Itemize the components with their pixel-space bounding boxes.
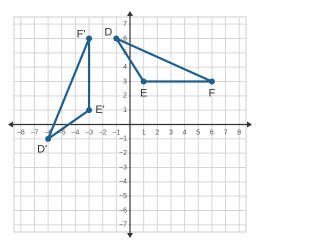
x-tick-label: −5 (58, 129, 66, 136)
y-tick-label: 2 (123, 93, 127, 100)
y-tick-label: −3 (119, 164, 127, 171)
y-tick-label: 6 (123, 35, 127, 42)
vertex (86, 107, 93, 114)
y-tick-label: 1 (123, 107, 127, 114)
vertex (86, 35, 93, 42)
x-tick-label: 5 (196, 129, 200, 136)
vertex-label: E (140, 87, 147, 99)
y-tick-label: −1 (119, 136, 127, 143)
chart: −8 −7 −6 −5 −4 −3 −2 −1 1 2 3 4 5 6 7 8 −7 −6 −5 −4 −3 −2 −1 1 2… (0, 0, 301, 242)
y-tick-label: −6 (119, 207, 127, 214)
y-tick-label: 7 (123, 21, 127, 28)
x-tick-label: 3 (169, 129, 173, 136)
x-tick-label: −4 (71, 129, 79, 136)
vertex-label: F (209, 87, 216, 99)
vertex-label: D (104, 26, 112, 38)
x-tick-label: −7 (30, 129, 38, 136)
x-tick-label: 2 (155, 129, 159, 136)
x-tick-label: −2 (99, 129, 107, 136)
x-tick-label: 7 (224, 129, 228, 136)
x-tick-label: −1 (112, 129, 120, 136)
x-tick-label: −3 (85, 129, 93, 136)
vertex (113, 35, 120, 42)
triangle (45, 38, 91, 142)
x-tick-label: −8 (17, 129, 25, 136)
x-tick-label: 6 (210, 129, 214, 136)
y-tick-label: −4 (119, 179, 127, 186)
background (0, 0, 301, 242)
vertex-label: F' (77, 28, 86, 40)
y-tick-label: 4 (123, 64, 127, 71)
vertex-label: E' (95, 104, 104, 116)
vertex-label: D' (37, 144, 47, 156)
y-tick-label: −5 (119, 193, 127, 200)
x-tick-label: 8 (237, 129, 241, 136)
x-tick-label: −6 (44, 129, 52, 136)
y-tick-label: 3 (123, 78, 127, 85)
y-tick-label: −7 (119, 222, 127, 229)
vertex (208, 78, 215, 85)
triangle (113, 35, 213, 83)
y-tick-label: −2 (119, 150, 127, 157)
vertex (45, 135, 52, 142)
x-tick-label: 4 (183, 129, 187, 136)
vertex (140, 78, 147, 85)
x-tick-label: 1 (142, 129, 146, 136)
